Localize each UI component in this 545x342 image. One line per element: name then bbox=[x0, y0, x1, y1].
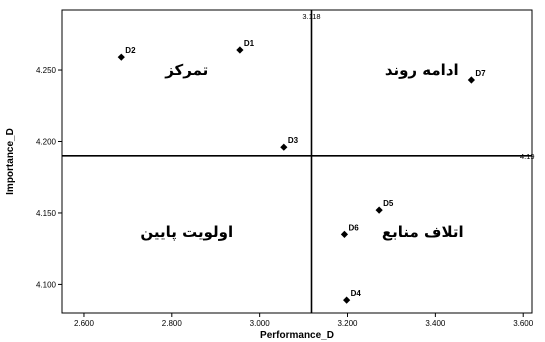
point-marker-d3 bbox=[280, 144, 287, 151]
quadrant-label-top-right: ادامه روند bbox=[385, 61, 459, 79]
point-marker-d5 bbox=[376, 206, 383, 213]
quadrant-label-bottom-left: اولویت پایین bbox=[140, 223, 233, 242]
reference-x-value: 3.118 bbox=[302, 12, 320, 21]
point-marker-d7 bbox=[468, 76, 475, 83]
x-tick-label: 3.200 bbox=[337, 319, 358, 328]
point-label-d3: D3 bbox=[288, 136, 299, 145]
x-tick-label: 3.000 bbox=[250, 319, 271, 328]
x-tick-label: 2.600 bbox=[74, 319, 95, 328]
point-marker-d6 bbox=[341, 231, 348, 238]
x-axis-ticks: 2.600 2.800 3.000 3.200 3.400 3.600 bbox=[74, 313, 534, 328]
x-tick-label: 3.600 bbox=[513, 319, 534, 328]
quadrant-label-bottom-right: اتلاف منابع bbox=[382, 223, 464, 241]
y-tick-label: 4.100 bbox=[36, 280, 57, 289]
point-label-d1: D1 bbox=[244, 39, 255, 48]
point-marker-d1 bbox=[236, 46, 243, 53]
point-label-d7: D7 bbox=[475, 69, 486, 78]
plot-frame bbox=[62, 10, 532, 313]
point-marker-d4 bbox=[343, 297, 350, 304]
reference-y-value: 4.19 bbox=[520, 152, 535, 161]
y-axis-ticks: 4.100 4.150 4.200 4.250 bbox=[36, 66, 62, 289]
y-axis-label: Importance_D bbox=[5, 128, 16, 195]
y-tick-label: 4.250 bbox=[36, 66, 57, 75]
point-label-d4: D4 bbox=[351, 289, 362, 298]
y-tick-label: 4.200 bbox=[36, 137, 57, 146]
x-axis-label: Performance_D bbox=[260, 330, 334, 341]
point-marker-d2 bbox=[118, 54, 125, 61]
quadrant-label-top-left: تمرکز bbox=[164, 61, 208, 79]
point-label-d5: D5 bbox=[383, 199, 394, 208]
x-tick-label: 2.800 bbox=[162, 319, 183, 328]
y-tick-label: 4.150 bbox=[36, 209, 57, 218]
point-label-d2: D2 bbox=[125, 46, 136, 55]
point-label-d6: D6 bbox=[348, 223, 359, 232]
x-tick-label: 3.400 bbox=[425, 319, 446, 328]
